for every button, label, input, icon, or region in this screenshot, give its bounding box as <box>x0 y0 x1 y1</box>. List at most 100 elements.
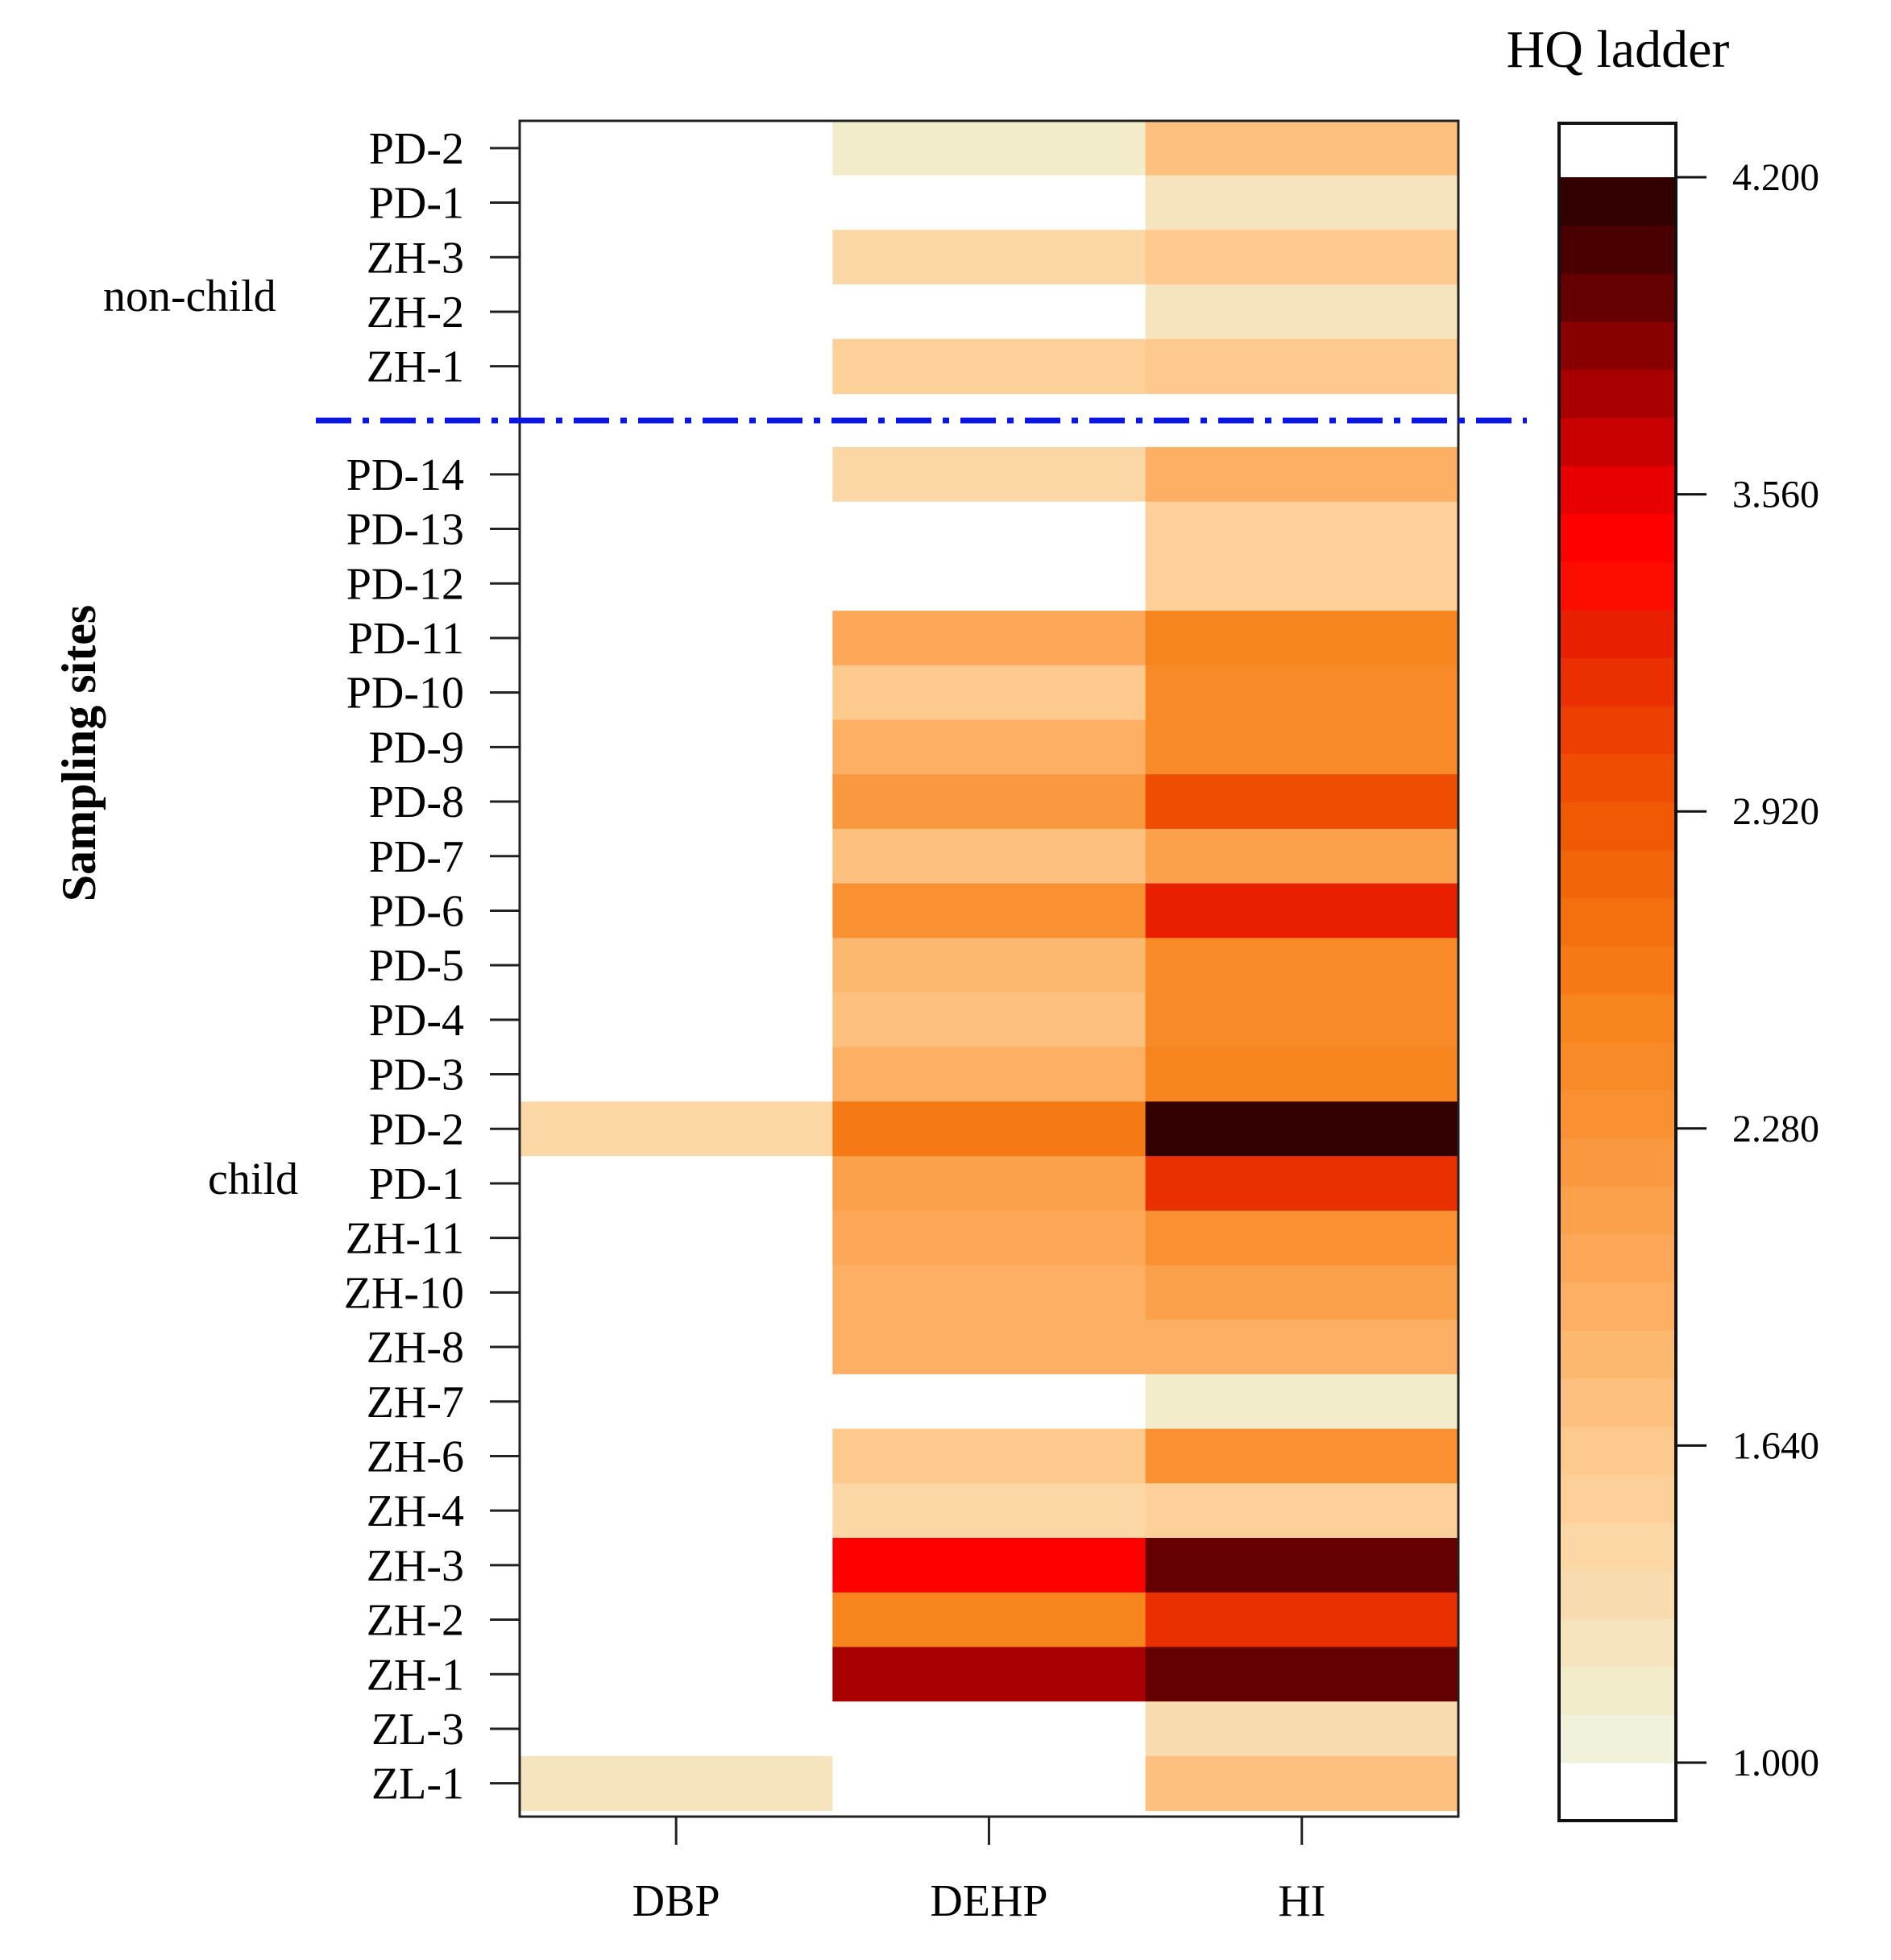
colorbar-bin <box>1559 369 1676 418</box>
heatmap-cell <box>832 556 1147 611</box>
colorbar-bin <box>1559 1522 1676 1572</box>
column-tick-label: DBP <box>632 1876 720 1926</box>
heatmap-cell <box>832 1265 1147 1320</box>
heatmap-cell <box>832 1101 1147 1157</box>
row-tick-label: PD-5 <box>369 941 464 991</box>
colorbar-bin <box>1559 609 1676 658</box>
heatmap-cell <box>520 828 833 885</box>
row-tick-label: ZH-1 <box>367 1650 464 1700</box>
row-tick-label: PD-12 <box>346 559 464 609</box>
group-label-child: child <box>208 1154 298 1204</box>
colorbar-bin <box>1559 1186 1676 1235</box>
row-tick-label: PD-2 <box>369 124 464 174</box>
column-tick-label: DEHP <box>930 1876 1047 1926</box>
colorbar-bin <box>1559 1042 1676 1091</box>
colorbar-bin <box>1559 1763 1676 1821</box>
colorbar-bin <box>1559 802 1676 851</box>
colorbar <box>1557 122 1677 1822</box>
heatmap-cell <box>832 175 1147 230</box>
heatmap-cell <box>832 992 1147 1048</box>
colorbar-bin <box>1559 1378 1676 1428</box>
heatmap-cell <box>1145 447 1459 503</box>
row-tick-label: PD-4 <box>369 996 464 1046</box>
row-tick-label: ZH-2 <box>367 288 464 338</box>
row-tick-label: PD-10 <box>346 669 464 719</box>
heatmap-cell <box>520 1265 833 1320</box>
heatmap-cell <box>520 1101 833 1157</box>
heatmap-cell <box>1145 1210 1459 1266</box>
heatmap-cell <box>1145 611 1459 666</box>
colorbar-bin <box>1559 1426 1676 1475</box>
heatmap-cell <box>832 230 1147 285</box>
heatmap-cell <box>1145 774 1459 830</box>
colorbar-bin <box>1559 1282 1676 1331</box>
row-tick-label: ZH-11 <box>346 1214 464 1264</box>
colorbar-ticks: 1.000 1.640 2.280 2.920 3.560 4.200 <box>1676 156 1819 1784</box>
heatmap-cell <box>520 1592 833 1647</box>
heatmap-cell <box>832 828 1147 885</box>
heatmap-cell <box>832 1428 1147 1484</box>
row-tick-label: PD-14 <box>346 450 464 500</box>
heatmap-cell <box>520 1320 833 1375</box>
row-tick-label: ZH-1 <box>367 342 464 392</box>
colorbar-bin <box>1559 897 1676 947</box>
colorbar-bin <box>1559 321 1676 371</box>
colorbar-tick-label: 2.280 <box>1732 1108 1819 1150</box>
heatmap-cell <box>520 121 833 176</box>
colorbar-tick-label: 1.000 <box>1732 1742 1819 1784</box>
heatmap-cells <box>520 121 1459 1812</box>
heatmap-cell <box>832 1538 1147 1593</box>
row-tick-label: PD-9 <box>369 723 464 773</box>
row-tick-label: ZH-8 <box>367 1323 464 1373</box>
heatmap-cell <box>520 1538 833 1593</box>
heatmap-cell <box>832 1483 1147 1539</box>
colorbar-bin <box>1559 177 1676 226</box>
colorbar-tick-label: 4.200 <box>1732 156 1819 199</box>
row-tick-label: PD-1 <box>369 179 464 229</box>
colorbar-bin <box>1559 1330 1676 1379</box>
heatmap-cell <box>1145 665 1459 721</box>
heatmap-cell <box>1145 1320 1459 1375</box>
heatmap-cell <box>520 556 833 611</box>
heatmap-cell <box>1145 1101 1459 1157</box>
heatmap-cell <box>520 501 833 557</box>
colorbar-bin <box>1559 946 1676 995</box>
row-tick-label: PD-6 <box>369 886 464 936</box>
heatmap-cell <box>832 1374 1147 1430</box>
row-tick-label: ZL-3 <box>371 1705 464 1755</box>
colorbar-frame <box>1557 122 1677 1822</box>
row-tick-label: PD-11 <box>348 614 464 664</box>
column-ticks: DBP DEHP HI <box>632 1817 1325 1926</box>
heatmap-cell <box>1145 230 1459 285</box>
heatmap-cell <box>1145 719 1459 775</box>
row-tick-label: PD-13 <box>346 505 464 555</box>
row-tick-label: ZH-3 <box>367 233 464 283</box>
heatmap-cell <box>520 1428 833 1484</box>
heatmap-cell <box>832 1046 1147 1102</box>
heatmap-cell <box>1145 1755 1459 1812</box>
heatmap-cell <box>832 1701 1147 1757</box>
row-tick-label: ZH-4 <box>367 1486 464 1536</box>
heatmap-cell <box>520 1046 833 1102</box>
heatmap-cell <box>520 611 833 666</box>
heatmap-cell <box>520 1755 833 1812</box>
heatmap-cell <box>832 1320 1147 1375</box>
column-tick-label: HI <box>1278 1876 1325 1926</box>
heatmap-cell <box>832 1210 1147 1266</box>
colorbar-bin <box>1559 1090 1676 1139</box>
heatmap-cell <box>1145 1156 1459 1212</box>
heatmap-cell <box>1145 1046 1459 1102</box>
heatmap-cell <box>1145 1265 1459 1320</box>
colorbar-tick-label: 2.920 <box>1732 790 1819 833</box>
colorbar-bin <box>1559 1714 1676 1763</box>
colorbar-bin <box>1559 657 1676 707</box>
colorbar-bin <box>1559 417 1676 466</box>
heatmap-cell <box>520 665 833 721</box>
heatmap-cell <box>520 447 833 503</box>
heatmap-cell <box>1145 121 1459 176</box>
colorbar-bin <box>1559 561 1676 611</box>
heatmap-cell <box>832 121 1147 176</box>
heatmap-cell <box>832 1592 1147 1647</box>
heatmap-cell <box>520 1156 833 1212</box>
